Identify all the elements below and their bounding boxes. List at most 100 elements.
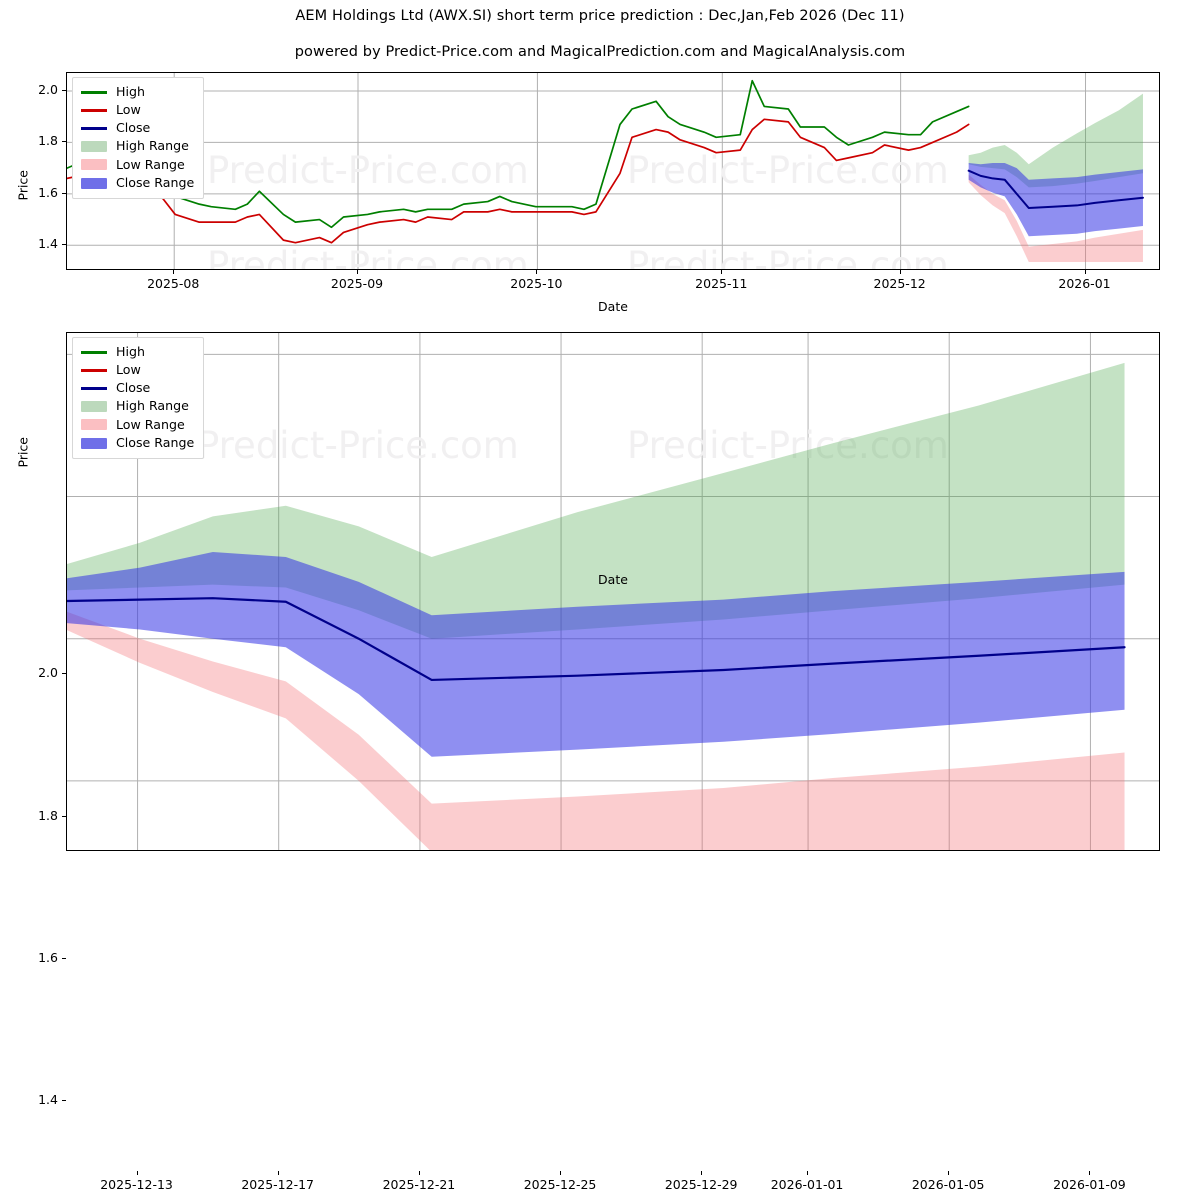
svg-text:Predict-Price.com: Predict-Price.com bbox=[207, 149, 529, 192]
x-tick-mark bbox=[899, 270, 901, 274]
y-tick-mark bbox=[62, 815, 66, 817]
overview-y-axis-label: Price bbox=[15, 170, 31, 201]
y-tick-mark bbox=[62, 192, 66, 194]
legend-item-close: Close bbox=[81, 379, 194, 397]
x-tick-label: 2025-12-25 bbox=[523, 1177, 597, 1192]
legend-item-label: Low Range bbox=[116, 416, 185, 432]
legend-patch-swatch bbox=[81, 177, 107, 189]
x-tick-mark bbox=[418, 1171, 420, 1175]
y-tick-mark bbox=[62, 1099, 66, 1101]
legend-item-label: Close bbox=[116, 120, 151, 136]
x-tick-label: 2025-10 bbox=[510, 276, 563, 291]
x-tick-mark bbox=[357, 270, 358, 274]
x-tick-mark bbox=[173, 270, 175, 274]
svg-text:Predict-Price.com: Predict-Price.com bbox=[207, 244, 529, 270]
forecast-detail-plot-svg: Predict-Price.com Predict-Price.com bbox=[67, 333, 1159, 850]
y-tick-label: 1.6 bbox=[38, 949, 58, 965]
overview-x-axis-label: Date bbox=[598, 299, 628, 314]
legend-line-swatch bbox=[81, 108, 107, 112]
legend-item-high: High bbox=[81, 83, 194, 101]
legend-item-high: High bbox=[81, 343, 194, 361]
y-tick-label: 2.0 bbox=[38, 82, 58, 97]
y-tick-mark bbox=[62, 141, 66, 143]
y-tick-mark bbox=[62, 90, 66, 91]
forecast-detail-plot-area: Predict-Price.com Predict-Price.com bbox=[66, 332, 1160, 851]
overview-legend: High Low Close High Range Low Range Close Ran… bbox=[72, 77, 205, 200]
legend-patch-swatch bbox=[81, 419, 107, 431]
page-title: AEM Holdings Ltd (AWX.SI) short term pri… bbox=[295, 8, 905, 24]
x-tick-mark bbox=[536, 270, 538, 274]
y-tick-label: 1.8 bbox=[38, 807, 58, 823]
x-tick-label: 2026-01 bbox=[1058, 276, 1111, 291]
x-tick-label: 2025-12 bbox=[873, 276, 926, 291]
forecast-detail-x-axis-label: Date bbox=[598, 572, 628, 587]
overview-chart-panel: Predict-Price.com Predict-Price.com Predic… bbox=[0, 0, 1200, 320]
x-tick-mark bbox=[277, 1171, 279, 1175]
legend-patch-swatch bbox=[81, 159, 107, 171]
legend-patch-swatch bbox=[81, 141, 107, 153]
x-tick-label: 2025-11 bbox=[695, 276, 748, 291]
forecast-detail-y-axis-label: Price bbox=[15, 437, 31, 468]
legend-item-label: Low bbox=[116, 101, 141, 117]
legend-line-swatch bbox=[81, 90, 107, 94]
y-tick-label: 1.8 bbox=[38, 133, 58, 149]
overview-plot-svg: Predict-Price.com Predict-Price.com Predic… bbox=[67, 73, 1159, 270]
legend-line-swatch bbox=[81, 126, 107, 130]
x-tick-mark bbox=[136, 1171, 138, 1175]
page-subtitle: powered by Predict-Price.com and Magical… bbox=[294, 44, 906, 60]
x-tick-label: 2026-01-01 bbox=[770, 1177, 844, 1192]
overview-plot-area: Predict-Price.com Predict-Price.com Predic… bbox=[66, 72, 1160, 270]
x-tick-label: 2026-01-05 bbox=[911, 1177, 985, 1192]
x-tick-mark bbox=[701, 1171, 703, 1175]
forecast-detail-legend: High Low Close High Range Low Range Close Ran… bbox=[72, 337, 205, 460]
x-tick-mark bbox=[948, 1171, 950, 1175]
x-tick-label: 2025-09 bbox=[330, 276, 384, 291]
legend-item-high-range: High Range bbox=[81, 138, 194, 156]
x-tick-mark bbox=[560, 1171, 562, 1175]
svg-text:Predict-Price.com: Predict-Price.com bbox=[627, 424, 949, 467]
x-tick-mark bbox=[721, 270, 723, 274]
legend-item-close: Close bbox=[81, 119, 194, 137]
legend-item-label: High Range bbox=[116, 138, 189, 154]
legend-item-label: Close bbox=[116, 380, 151, 396]
svg-text:Predict-Price.com: Predict-Price.com bbox=[627, 149, 949, 192]
legend-item-low-range: Low Range bbox=[81, 156, 194, 174]
legend-patch-swatch bbox=[81, 437, 107, 449]
x-tick-label: 2025-12-29 bbox=[664, 1177, 738, 1192]
y-tick-mark bbox=[62, 673, 66, 675]
legend-item-label: Close Range bbox=[116, 434, 195, 450]
legend-item-label: Low bbox=[116, 361, 141, 377]
legend-line-swatch bbox=[81, 350, 107, 354]
x-tick-mark bbox=[807, 1171, 809, 1175]
legend-item-high-range: High Range bbox=[81, 398, 194, 416]
y-tick-mark bbox=[62, 957, 66, 959]
x-tick-mark bbox=[1089, 1171, 1091, 1175]
legend-line-swatch bbox=[81, 386, 107, 390]
x-tick-label: 2025-12-13 bbox=[100, 1177, 173, 1192]
x-tick-label: 2025-12-17 bbox=[241, 1177, 315, 1192]
legend-item-label: High bbox=[116, 343, 145, 359]
legend-item-label: Close Range bbox=[116, 174, 195, 190]
legend-item-close-range: Close Range bbox=[81, 174, 194, 192]
svg-text:Predict-Price.com: Predict-Price.com bbox=[197, 424, 519, 467]
legend-item-label: High bbox=[116, 83, 145, 99]
legend-item-label: High Range bbox=[116, 398, 189, 414]
x-tick-label: 2025-12-21 bbox=[382, 1177, 456, 1192]
y-tick-label: 1.4 bbox=[38, 1091, 58, 1107]
y-tick-label: 1.6 bbox=[38, 184, 58, 200]
legend-patch-swatch bbox=[81, 401, 107, 413]
y-tick-label: 1.4 bbox=[38, 236, 58, 252]
legend-item-low: Low bbox=[81, 101, 194, 119]
y-tick-label: 2.0 bbox=[38, 665, 58, 681]
legend-item-close-range: Close Range bbox=[81, 434, 194, 452]
x-tick-label: 2025-08 bbox=[147, 276, 200, 291]
y-tick-mark bbox=[62, 244, 66, 246]
legend-item-label: Low Range bbox=[116, 156, 185, 172]
legend-item-low: Low bbox=[81, 361, 194, 379]
x-tick-mark bbox=[1084, 270, 1086, 274]
svg-text:Predict-Price.com: Predict-Price.com bbox=[627, 244, 949, 270]
forecast-detail-chart-panel: Predict-Price.com Predict-Price.com 1.4 1.… bbox=[0, 320, 1200, 1192]
legend-item-low-range: Low Range bbox=[81, 416, 194, 434]
x-tick-label: 2026-01-09 bbox=[1053, 1177, 1126, 1192]
